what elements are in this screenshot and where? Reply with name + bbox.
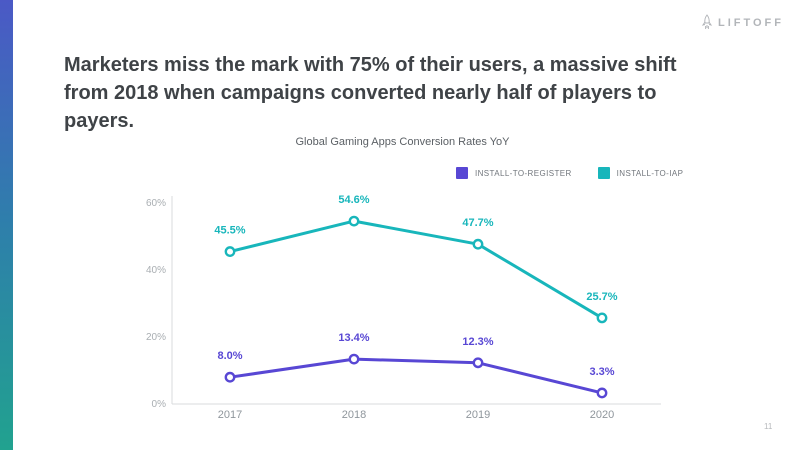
data-label: 13.4% [338,332,369,344]
headline-line-1: Marketers miss the mark with 75% of thei… [64,54,677,76]
rocket-icon [701,14,713,29]
y-tick-label: 0% [152,399,167,410]
data-point [224,371,236,383]
legend-item-iap: INSTALL-TO-IAP [597,167,684,179]
y-tick-label: 40% [146,265,166,276]
data-point [596,312,608,324]
legend-item-register: INSTALL-TO-REGISTER [456,167,572,179]
chart-legend: INSTALL-TO-REGISTER INSTALL-TO-IAP [456,167,683,179]
data-label: 12.3% [462,336,493,348]
legend-swatch [597,167,610,179]
y-tick-label: 20% [146,332,166,343]
data-point [348,353,360,365]
data-point [348,215,360,227]
logo-text: LIFTOFF [717,16,784,29]
legend-label: INSTALL-TO-IAP [616,168,684,178]
line-chart: 0% 20% 40% 60% 2017 2018 2019 2020 8.0% 13.4% 12.3… [146,194,661,421]
data-point [596,387,608,399]
page-number: 11 [764,422,773,431]
chart-title: Global Gaming Apps Conversion Rates YoY [295,136,510,148]
data-label: 3.3% [589,366,614,378]
x-tick-label: 2017 [218,409,242,421]
headline-line-2: from 2018 when campaigns converted nearl… [64,82,657,104]
series-line-iap [228,219,604,320]
data-label: 8.0% [217,350,242,362]
left-gradient-bar [0,0,13,450]
data-point [224,246,236,257]
data-point [472,238,484,250]
slide-headline: Marketers miss the mark with 75% of thei… [64,51,744,135]
liftoff-logo: LIFTOFF [701,14,784,31]
data-point [472,357,484,369]
x-tick-label: 2019 [466,409,490,421]
data-label: 25.7% [586,291,617,303]
x-tick-label: 2020 [590,409,614,421]
legend-swatch [456,167,468,179]
series-line-register [228,357,604,395]
y-tick-label: 60% [146,198,166,209]
data-label: 54.6% [338,194,369,206]
data-label: 47.7% [462,217,493,229]
x-tick-label: 2018 [342,409,366,421]
data-label: 45.5% [214,225,245,237]
headline-line-3: payers. [64,110,135,132]
legend-label: INSTALL-TO-REGISTER [475,168,572,178]
